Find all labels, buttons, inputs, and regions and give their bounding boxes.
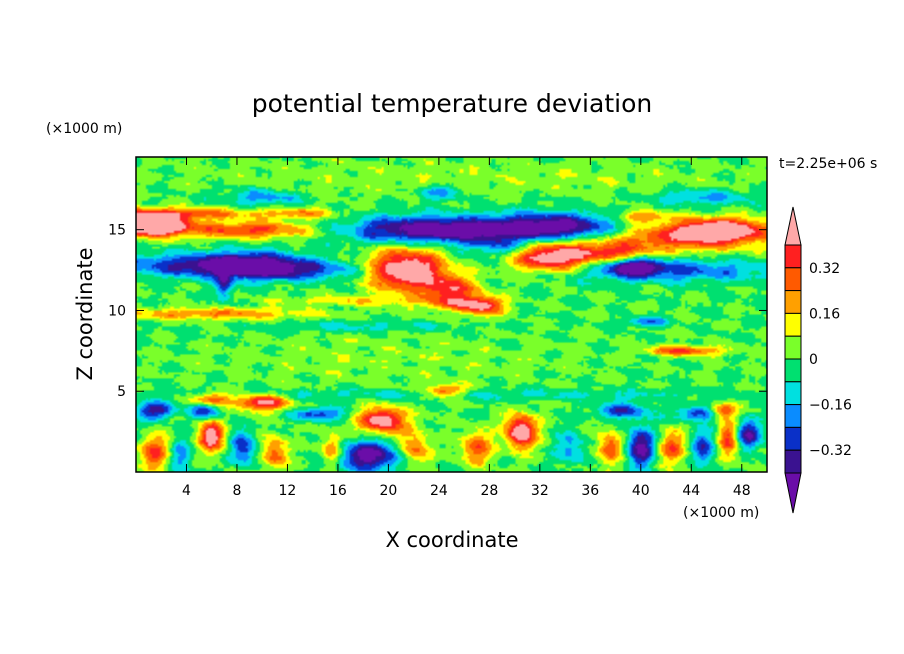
x-tick-label: 48: [733, 483, 751, 499]
y-unit-label: (×1000 m): [46, 121, 122, 137]
colorbar-tick-label: 0.16: [809, 306, 840, 322]
x-tick-label: 40: [632, 483, 650, 499]
colorbar-swatch: [784, 404, 802, 428]
x-tick-label: 16: [329, 483, 347, 499]
colorbar-tick-label: 0: [809, 352, 818, 368]
x-tick-label: 36: [581, 483, 599, 499]
chart-title: potential temperature deviation: [252, 89, 652, 118]
plot-frame: [135, 156, 768, 473]
y-axis: 5 10 15: [108, 223, 767, 400]
x-tick-label: 32: [531, 483, 549, 499]
x-tick-label: 28: [480, 483, 498, 499]
x-unit-label: (×1000 m): [683, 505, 759, 521]
colorbar-top-arrow: [784, 206, 802, 246]
x-tick-label: 12: [279, 483, 297, 499]
colorbar-swatch: [784, 358, 802, 383]
x-tick-label: 8: [232, 483, 241, 499]
x-axis: 4 8 12 16 20 24 28 32 36 40 44 48: [182, 157, 751, 499]
colorbar-swatch: [784, 267, 802, 292]
x-tick-label: 20: [379, 483, 397, 499]
colorbar-swatch: [784, 290, 802, 314]
colorbar: 0.32 0.16 0 −0.16 −0.32: [784, 206, 852, 514]
x-axis-label: X coordinate: [385, 528, 518, 552]
x-tick-label: 44: [682, 483, 700, 499]
colorbar-swatch: [784, 426, 802, 451]
colorbar-swatch: [784, 244, 802, 269]
colorbar-swatch: [784, 449, 802, 474]
colorbar-swatch: [784, 381, 802, 406]
colorbar-tick-label: 0.32: [809, 261, 840, 277]
colorbar-bottom-arrow: [784, 472, 802, 514]
y-tick-label: 10: [108, 303, 126, 319]
colorbar-tick-label: −0.32: [809, 443, 852, 459]
y-axis-label: Z coordinate: [73, 247, 97, 380]
time-label: t=2.25e+06 s: [779, 156, 877, 172]
x-tick-label: 24: [430, 483, 448, 499]
y-tick-label: 15: [108, 223, 126, 239]
x-tick-label: 4: [182, 483, 191, 499]
heatmap-field: [136, 157, 767, 472]
colorbar-swatch: [784, 312, 802, 337]
colorbar-swatch: [784, 335, 802, 360]
plot-area: [135, 156, 768, 473]
y-tick-label: 5: [117, 384, 126, 400]
colorbar-tick-label: −0.16: [809, 398, 852, 414]
